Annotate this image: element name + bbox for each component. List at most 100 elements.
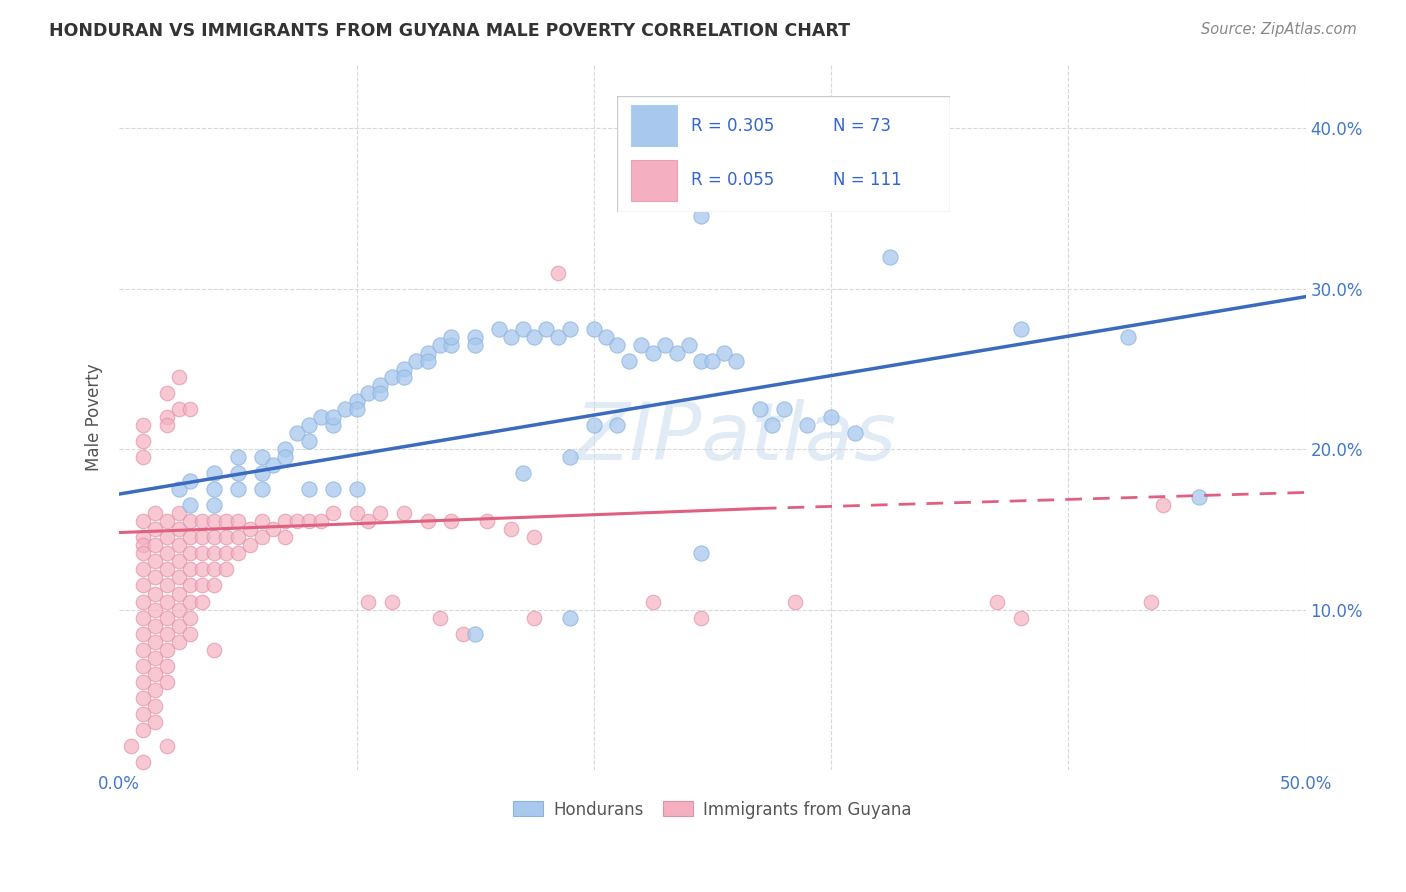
Point xyxy=(713,346,735,360)
Point xyxy=(547,330,569,344)
Point xyxy=(322,410,344,425)
Point xyxy=(263,522,285,536)
Point xyxy=(215,562,238,576)
Point xyxy=(748,402,770,417)
Point xyxy=(1140,594,1163,608)
Point xyxy=(132,642,155,657)
Point xyxy=(1152,498,1174,512)
Point xyxy=(132,706,155,721)
Point xyxy=(381,594,404,608)
Point xyxy=(322,482,344,496)
Point xyxy=(381,370,404,384)
Text: Source: ZipAtlas.com: Source: ZipAtlas.com xyxy=(1201,22,1357,37)
Point xyxy=(191,530,214,544)
Point xyxy=(167,402,190,417)
Point xyxy=(499,522,522,536)
Point xyxy=(796,418,818,433)
Point xyxy=(274,530,297,544)
Point xyxy=(250,482,273,496)
Point xyxy=(1010,322,1032,336)
Point xyxy=(202,482,225,496)
Point xyxy=(132,690,155,705)
Point xyxy=(558,450,581,464)
Point xyxy=(143,522,166,536)
Point xyxy=(582,322,605,336)
Point xyxy=(558,610,581,624)
Point xyxy=(156,514,179,528)
Point xyxy=(416,346,439,360)
Point xyxy=(179,546,201,560)
Point xyxy=(156,658,179,673)
Point xyxy=(179,562,201,576)
Text: ZIPatlas: ZIPatlas xyxy=(575,400,897,477)
Point xyxy=(132,538,155,552)
Point xyxy=(179,514,201,528)
Point xyxy=(179,530,201,544)
Point xyxy=(464,626,486,640)
Point xyxy=(641,346,664,360)
Point xyxy=(132,578,155,592)
Point xyxy=(179,402,201,417)
Point xyxy=(250,466,273,480)
Point xyxy=(156,594,179,608)
Point xyxy=(202,546,225,560)
Point xyxy=(226,482,249,496)
Point xyxy=(250,514,273,528)
Point xyxy=(523,330,546,344)
Point xyxy=(191,546,214,560)
Point xyxy=(215,546,238,560)
Point xyxy=(167,506,190,520)
Point xyxy=(440,514,463,528)
Point xyxy=(202,578,225,592)
Point xyxy=(156,530,179,544)
Point xyxy=(179,610,201,624)
Point xyxy=(512,466,534,480)
Point xyxy=(179,578,201,592)
Point xyxy=(143,538,166,552)
Point xyxy=(132,610,155,624)
Point xyxy=(606,338,628,352)
Point xyxy=(298,514,321,528)
Point xyxy=(239,538,262,552)
Point xyxy=(357,594,380,608)
Point xyxy=(202,642,225,657)
Point xyxy=(143,634,166,648)
Point xyxy=(844,426,866,441)
Point xyxy=(132,562,155,576)
Point xyxy=(132,674,155,689)
Point xyxy=(132,418,155,433)
Point xyxy=(416,354,439,368)
Point xyxy=(357,386,380,401)
Point xyxy=(143,714,166,729)
Point xyxy=(132,755,155,769)
Point xyxy=(167,482,190,496)
Point xyxy=(191,578,214,592)
Point xyxy=(239,522,262,536)
Point xyxy=(274,442,297,456)
Legend: Hondurans, Immigrants from Guyana: Hondurans, Immigrants from Guyana xyxy=(506,794,918,825)
Point xyxy=(298,434,321,449)
Point xyxy=(678,338,700,352)
Point xyxy=(143,698,166,713)
Point xyxy=(512,322,534,336)
Point xyxy=(595,330,617,344)
Point xyxy=(689,610,711,624)
Point xyxy=(464,330,486,344)
Point xyxy=(1010,610,1032,624)
Point xyxy=(630,338,652,352)
Point xyxy=(143,666,166,681)
Point xyxy=(167,370,190,384)
Point xyxy=(167,570,190,584)
Point xyxy=(285,514,308,528)
Point xyxy=(226,514,249,528)
Point xyxy=(523,610,546,624)
Point xyxy=(536,322,558,336)
Point xyxy=(179,626,201,640)
Point xyxy=(368,506,391,520)
Point xyxy=(641,594,664,608)
Point xyxy=(191,562,214,576)
Point xyxy=(156,386,179,401)
Point xyxy=(143,682,166,697)
Point xyxy=(702,354,724,368)
Point xyxy=(156,410,179,425)
